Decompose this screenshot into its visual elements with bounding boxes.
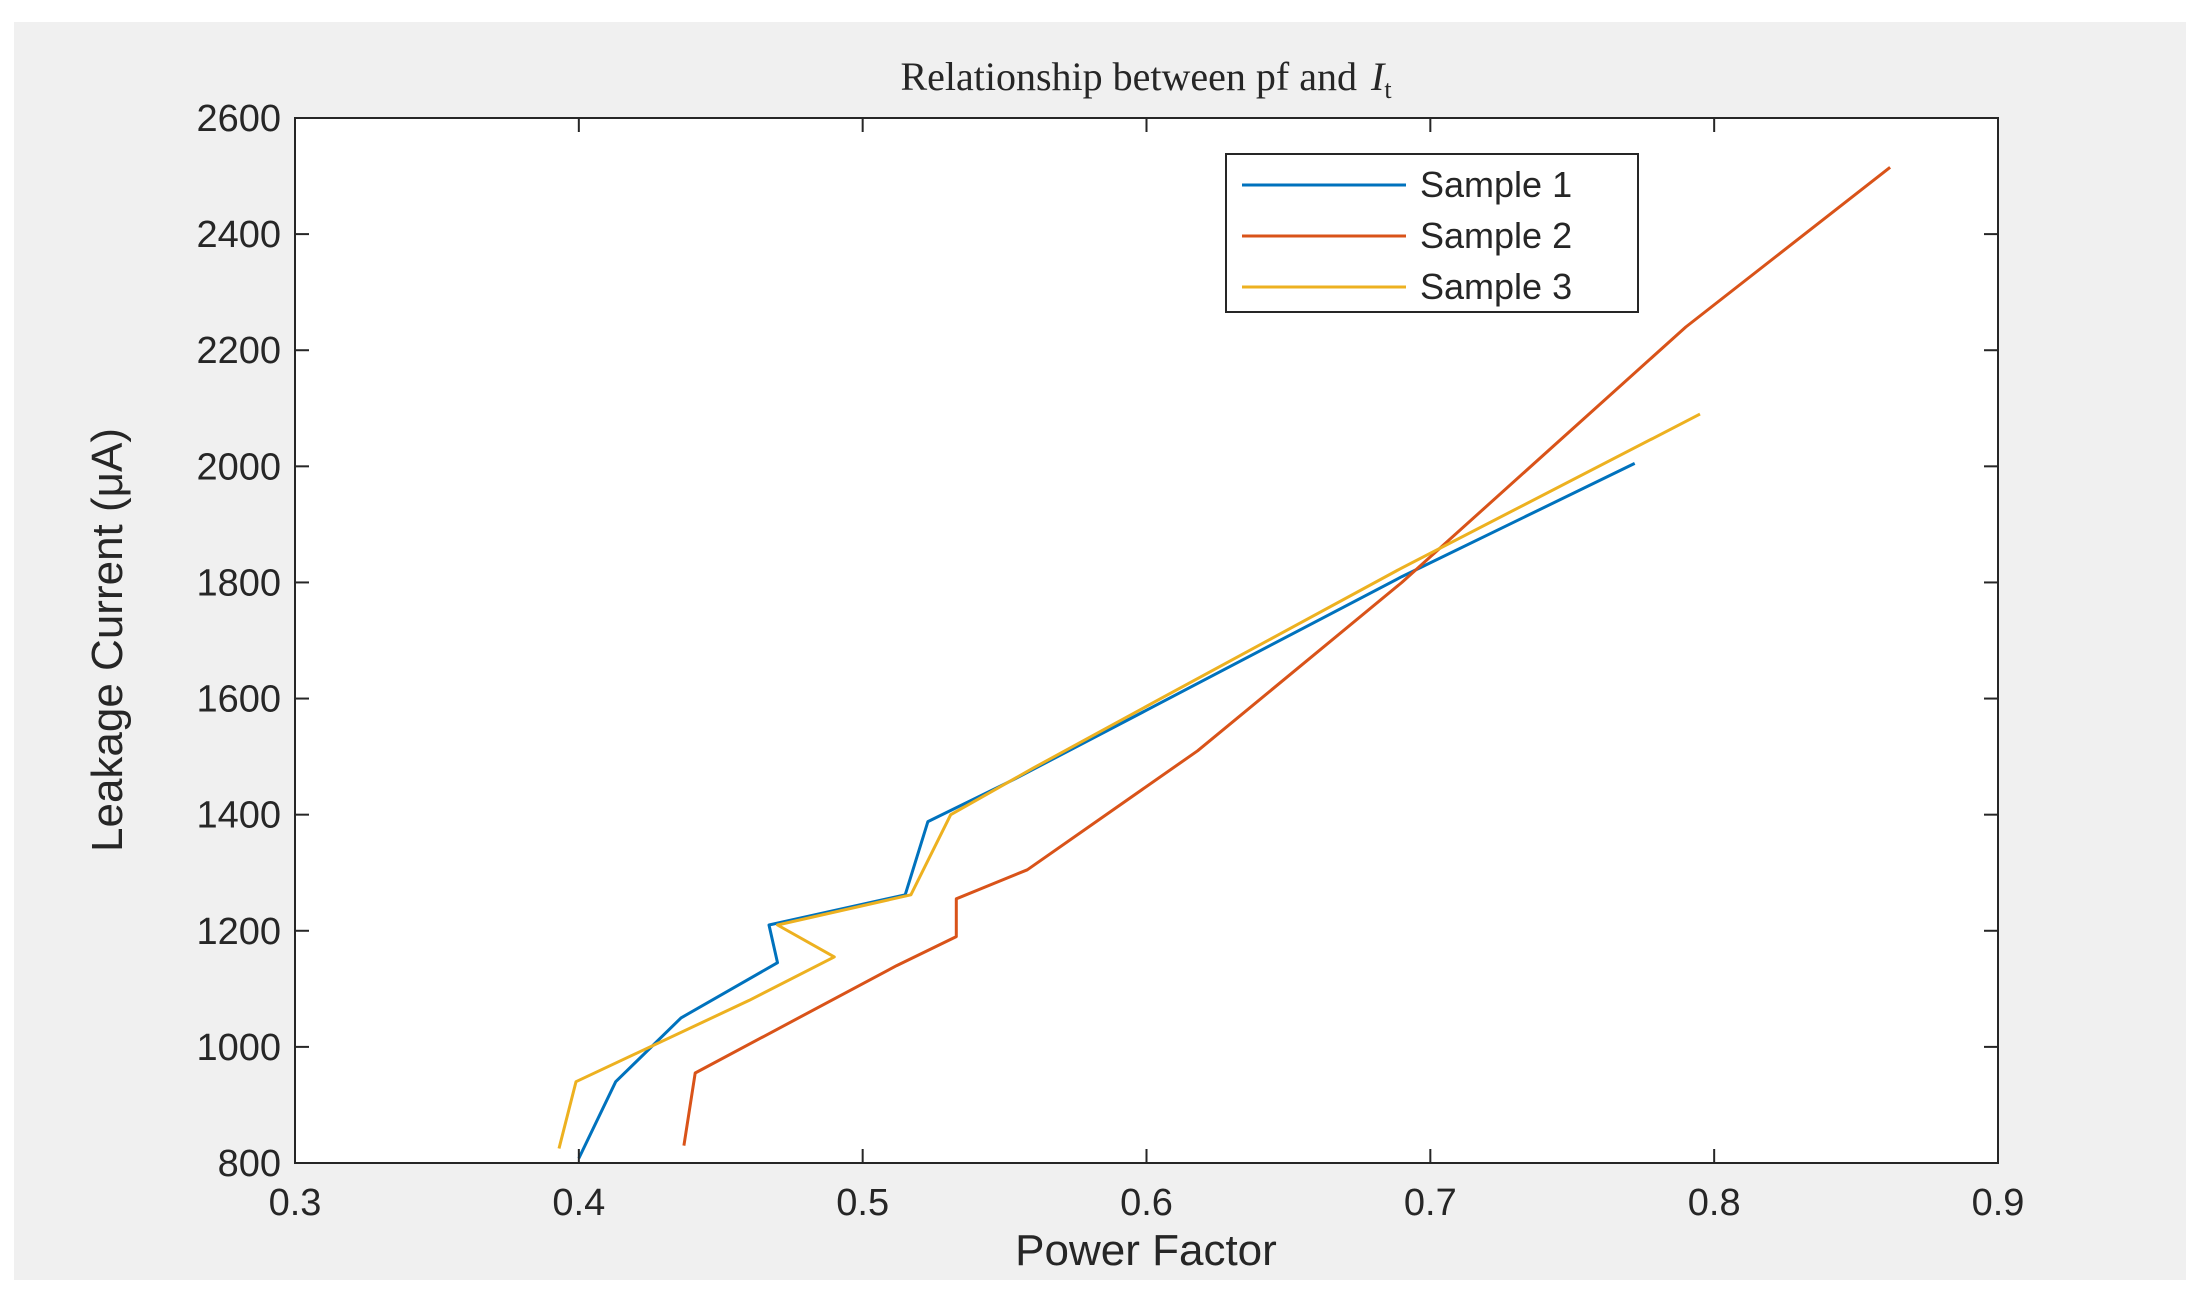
line-chart: 0.3 0.4 0.5 0.6 0.7 0.8 0.9 800 1000 1200 1400 160…	[83, 54, 2025, 1275]
x-tick-label: 0.4	[552, 1182, 605, 1224]
x-tick-label: 0.7	[1404, 1182, 1457, 1224]
chart-title-subscript: t	[1384, 75, 1392, 104]
legend-entries: Sample 1 Sample 2 Sample 3	[1242, 164, 1572, 307]
y-tick-label: 1200	[196, 911, 281, 953]
y-tick-label: 2200	[196, 330, 281, 372]
series-lines	[557, 166, 1892, 1160]
y-tick-label: 1600	[196, 679, 281, 721]
y-tick-label: 2600	[196, 98, 281, 140]
y-tick-labels: 800 1000 1200 1400 1600 1800 2000 2200 2400 2600	[196, 98, 281, 1185]
axis-ticks	[294, 117, 1999, 1164]
figure-background: 0.3 0.4 0.5 0.6 0.7 0.8 0.9 800 1000 1200 1400 160…	[14, 22, 2186, 1280]
chart-title-symbol: I	[1370, 54, 1386, 99]
chart-title: Relationship between pf and It	[900, 54, 1392, 104]
plot-area	[295, 118, 1998, 1163]
x-tick-labels: 0.3 0.4 0.5 0.6 0.7 0.8 0.9	[269, 1182, 2025, 1224]
x-axis-label: Power Factor	[1015, 1226, 1277, 1275]
y-tick-label: 2400	[196, 214, 281, 256]
y-tick-label: 2000	[196, 446, 281, 488]
x-tick-label: 0.5	[836, 1182, 889, 1224]
series-line-sample-2	[682, 166, 1892, 1146]
x-tick-label: 0.3	[269, 1182, 322, 1224]
legend-label-sample-3: Sample 3	[1420, 266, 1572, 307]
x-tick-label: 0.6	[1120, 1182, 1173, 1224]
y-tick-label: 1000	[196, 1027, 281, 1069]
y-tick-label: 800	[218, 1143, 281, 1185]
x-tick-label: 0.9	[1972, 1182, 2025, 1224]
x-tick-label: 0.8	[1688, 1182, 1741, 1224]
legend: Sample 1 Sample 2 Sample 3	[1225, 153, 1639, 313]
y-axis-label: Leakage Current (μA)	[83, 428, 132, 852]
series-line-sample-3	[557, 412, 1701, 1149]
chart-title-text: Relationship between pf and	[900, 54, 1357, 99]
y-tick-label: 1400	[196, 795, 281, 837]
legend-label-sample-2: Sample 2	[1420, 215, 1572, 256]
y-tick-label: 1800	[196, 562, 281, 604]
legend-label-sample-1: Sample 1	[1420, 164, 1572, 205]
